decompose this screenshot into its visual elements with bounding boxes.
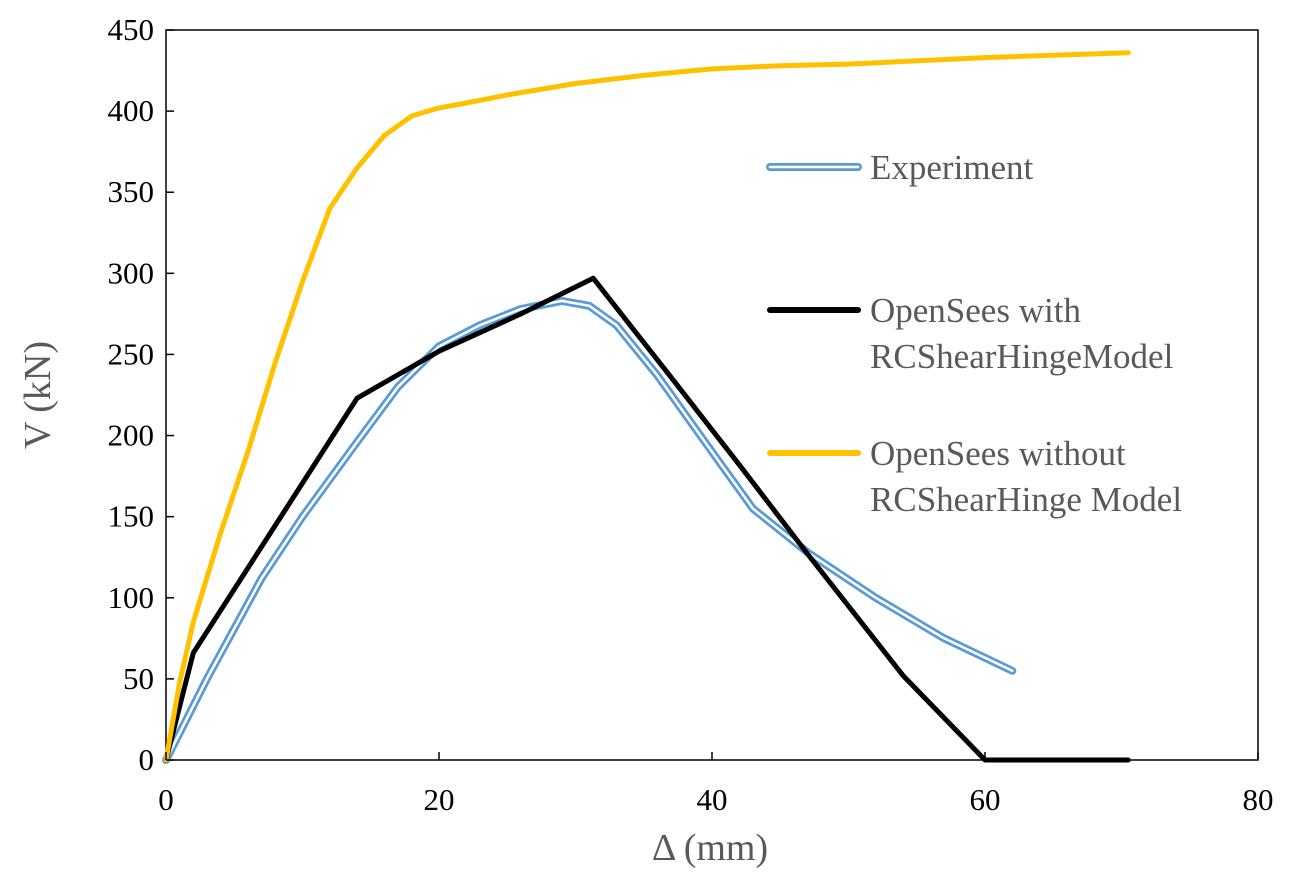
y-tick-label: 0 [139,742,155,777]
plot-border [165,29,1259,761]
x-tick-label: 0 [158,782,174,817]
series-2-line [163,275,1131,763]
series-layer [162,50,1131,764]
plot-area [165,29,1259,761]
y-tick-label: 100 [108,580,155,615]
legend: Experiment OpenSees with RCShearHingeModel… [766,148,1182,519]
y-tick-label: 300 [108,255,155,290]
x-axis-ticks: 0 20 40 60 80 [158,752,1274,817]
legend-label: OpenSees with RCShearHingeModel [870,291,1174,376]
legend-label: Experiment [870,148,1034,187]
legend-label: OpenSees without RCShearHinge Model [870,434,1182,519]
y-tick-label: 50 [123,661,154,696]
y-tick-label: 450 [108,12,155,47]
y-tick-label: 400 [108,93,155,128]
x-tick-label: 80 [1243,782,1274,817]
y-tick-label: 200 [108,418,155,453]
y-tick-label: 250 [108,336,155,371]
x-axis-title: Δ (mm) [652,827,768,869]
y-axis-title: V (kN) [17,341,59,449]
x-tick-label: 60 [970,782,1001,817]
y-tick-label: 150 [108,499,155,534]
series-3-line [163,50,1131,763]
y-axis-ticks: 0 50 100 150 200 250 300 350 400 450 [108,12,174,777]
x-tick-label: 20 [424,782,455,817]
y-tick-label: 350 [108,174,155,209]
x-tick-label: 40 [697,782,728,817]
